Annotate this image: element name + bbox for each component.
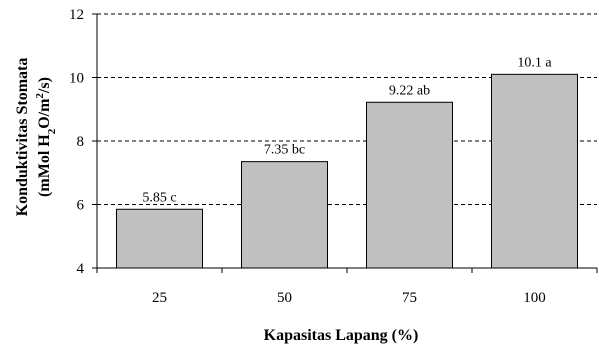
- bar-25: [116, 208, 203, 269]
- y-axis-title: Konduktivitas Stomata (mMol H2O/m2/s): [14, 58, 58, 217]
- y-tick-label-10: 10: [69, 71, 84, 87]
- axes: [92, 13, 598, 273]
- x-tick-label-75: 75: [402, 290, 417, 306]
- y-axis-title-sup-2: 2: [34, 93, 46, 99]
- x-tick-label-50: 50: [277, 290, 292, 306]
- data-labels: 5.85 c 7.35 bc 9.22 ab 10.1 a: [142, 55, 552, 205]
- y-axis-title-part-3: /s): [36, 77, 53, 94]
- y-tick-label-6: 6: [77, 198, 85, 214]
- data-label-100: 10.1 a: [517, 55, 552, 70]
- bar-75: [366, 101, 453, 269]
- y-axis-title-part-1: (mMol H: [36, 134, 53, 197]
- y-axis-title-line2: (mMol H2O/m2/s): [34, 77, 58, 197]
- data-label-75: 9.22 ab: [389, 83, 430, 98]
- y-axis-title-sub-2: 2: [46, 128, 58, 134]
- y-axis-title-part-2: O/m: [36, 98, 53, 129]
- data-label-50: 7.35 bc: [264, 143, 305, 158]
- y-tick-label-12: 12: [69, 7, 84, 23]
- x-tick-label-25: 25: [152, 290, 167, 306]
- x-tick-labels: 25 50 75 100: [152, 290, 546, 306]
- x-tick-label-100: 100: [523, 290, 546, 306]
- x-axis-title: Kapasitas Lapang (%): [264, 327, 419, 344]
- bars: [116, 73, 578, 269]
- data-label-25: 5.85 c: [142, 190, 176, 205]
- y-axis-title-line1: Konduktivitas Stomata: [14, 58, 31, 217]
- y-tick-labels: 4 6 8 10 12: [69, 7, 85, 277]
- y-tick-label-4: 4: [77, 261, 85, 277]
- bar-100: [491, 73, 578, 269]
- y-tick-label-8: 8: [77, 134, 85, 150]
- bar-50: [241, 161, 328, 269]
